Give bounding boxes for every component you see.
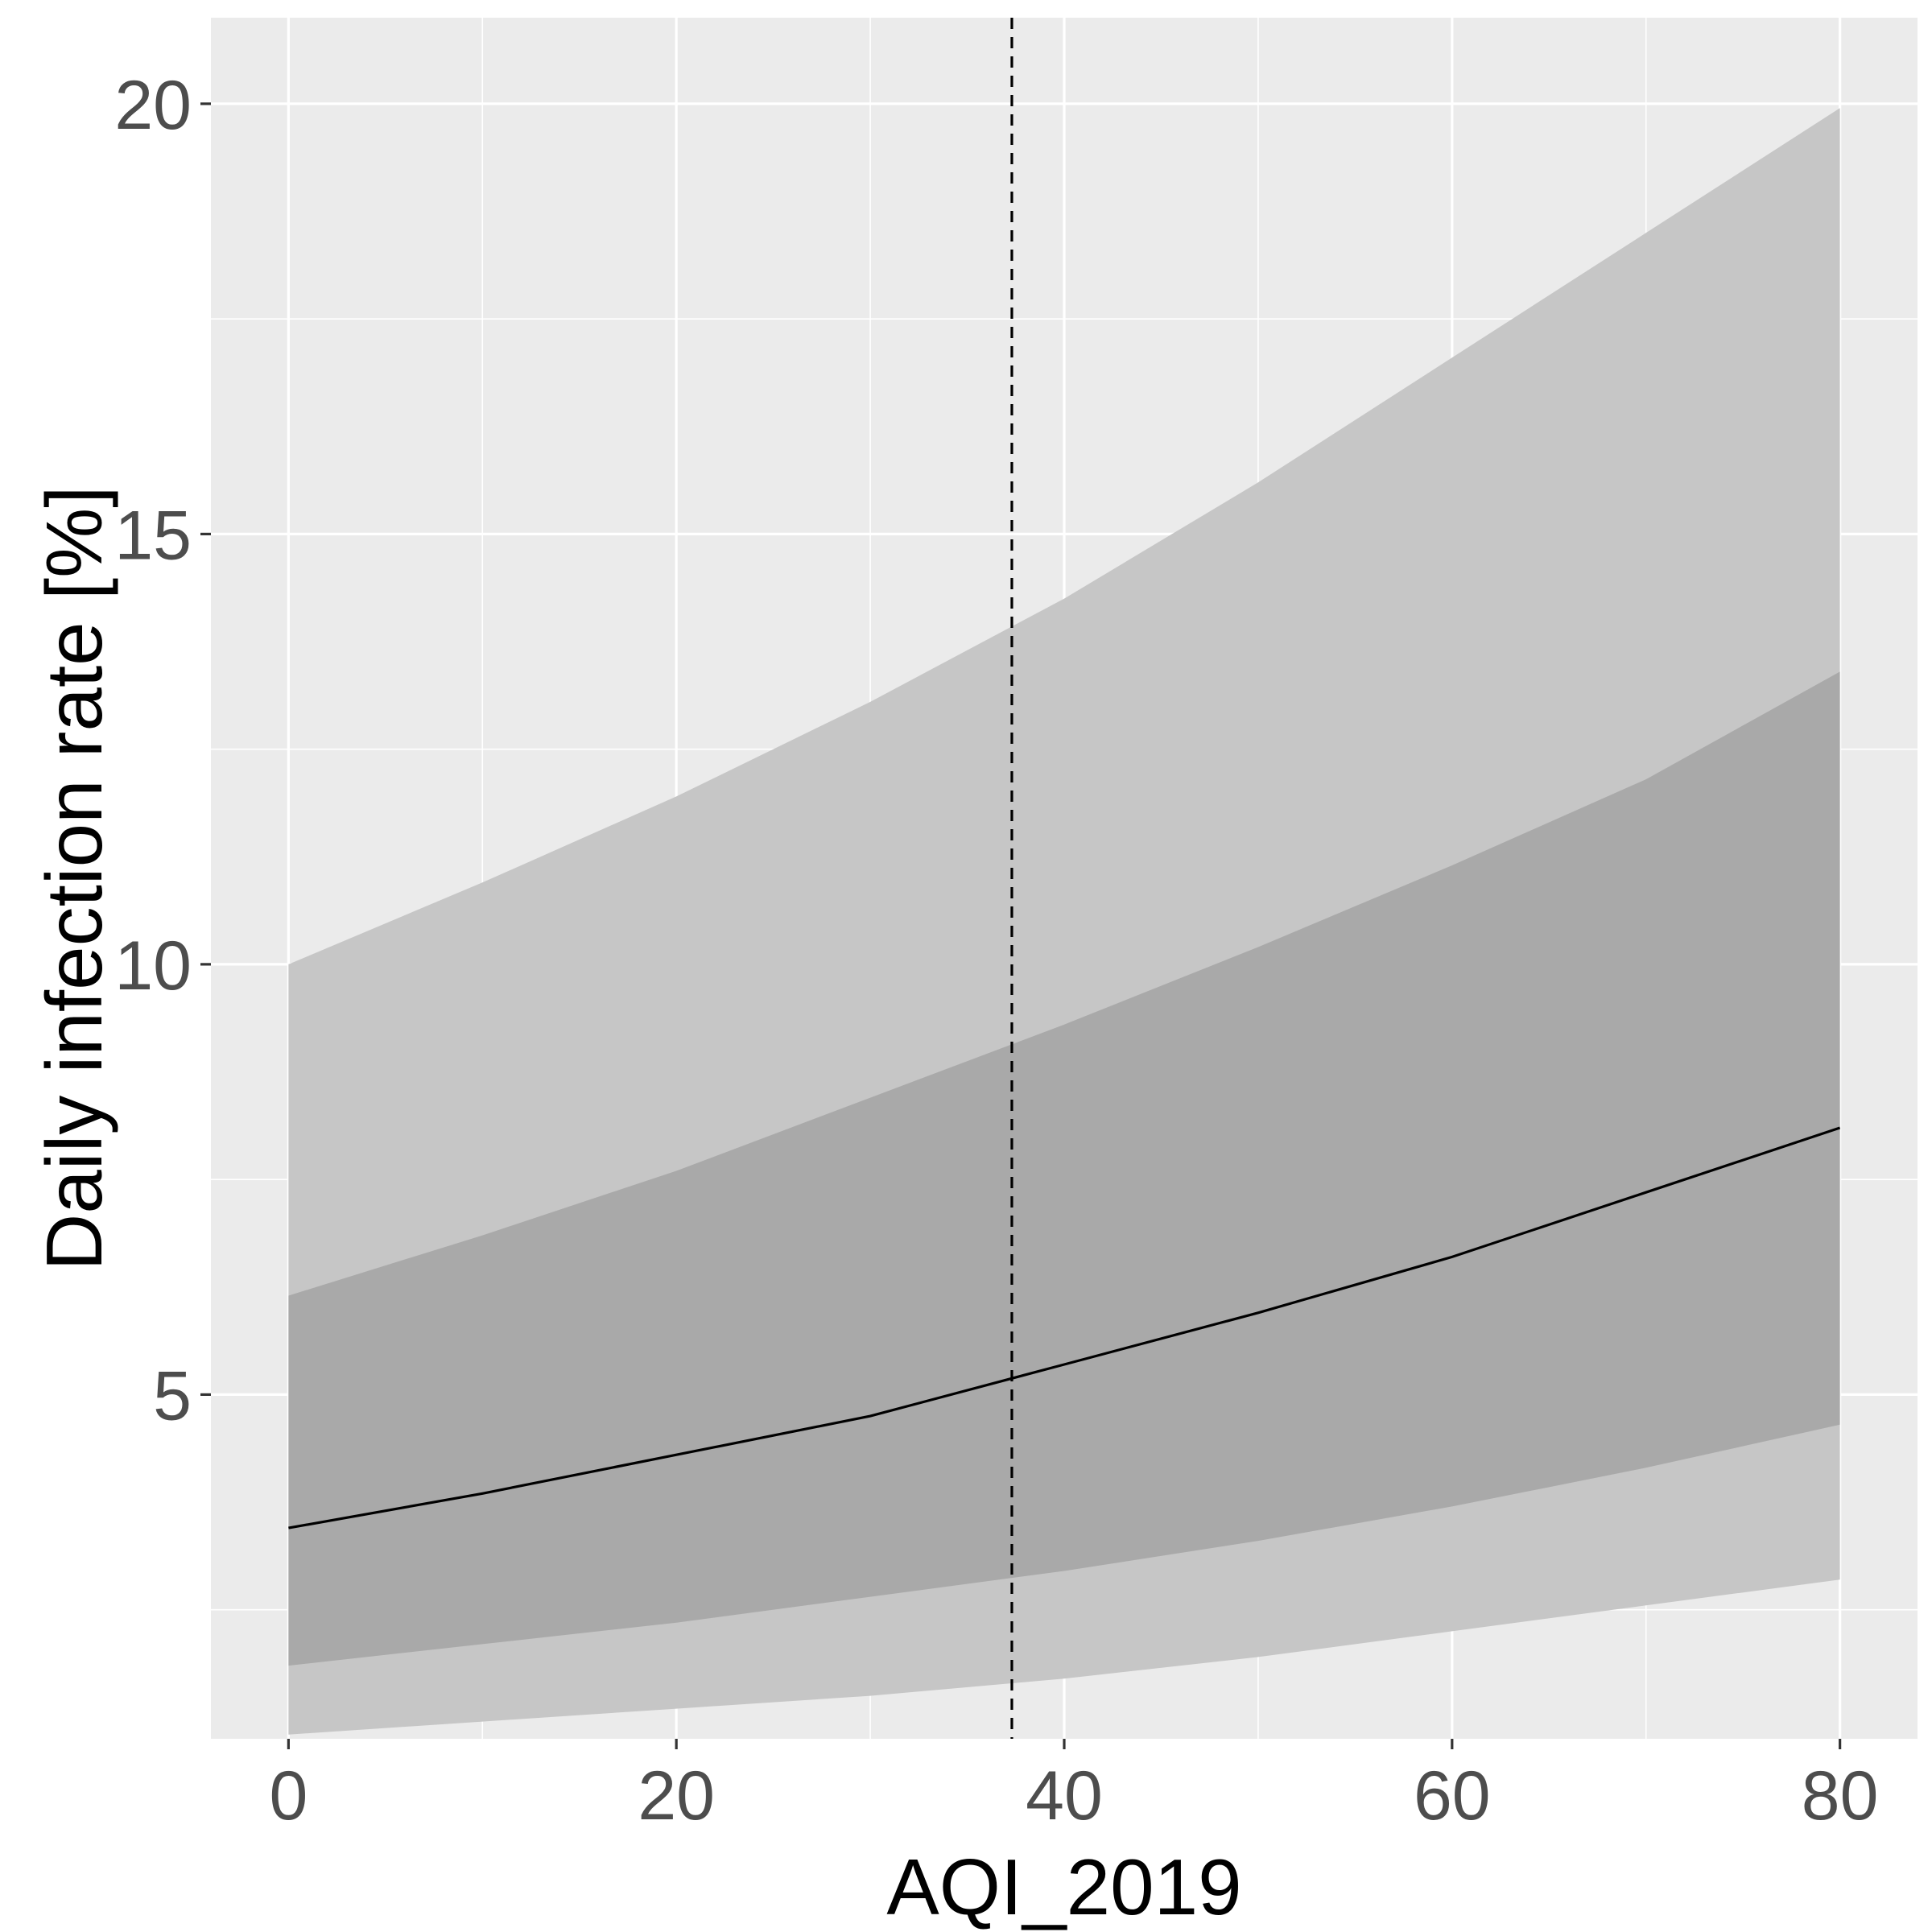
series-line-fit bbox=[288, 1126, 1841, 1530]
y-tick-label: 10 bbox=[114, 927, 192, 1005]
x-tick-label: 60 bbox=[1414, 1757, 1491, 1835]
x-tick-label: 20 bbox=[638, 1757, 715, 1835]
band-inner bbox=[288, 671, 1840, 1666]
x-tick-label: 40 bbox=[1026, 1757, 1103, 1835]
x-tick-label: 0 bbox=[269, 1757, 308, 1835]
x-tick-label: 80 bbox=[1802, 1757, 1879, 1835]
confidence-bands bbox=[288, 108, 1840, 1735]
y-axis-title: Daily infection rate [%] bbox=[30, 486, 118, 1271]
y-tick-label: 5 bbox=[153, 1357, 192, 1435]
tick-labels: 0 20 40 60 80 5 10 15 20 bbox=[114, 67, 1878, 1835]
y-tick-label: 15 bbox=[114, 497, 192, 574]
x-axis-title: AQI_2019 bbox=[886, 1843, 1241, 1931]
y-tick-label: 20 bbox=[114, 67, 192, 144]
axis-ticks bbox=[200, 102, 1842, 1749]
fit-lines bbox=[288, 18, 1841, 1739]
